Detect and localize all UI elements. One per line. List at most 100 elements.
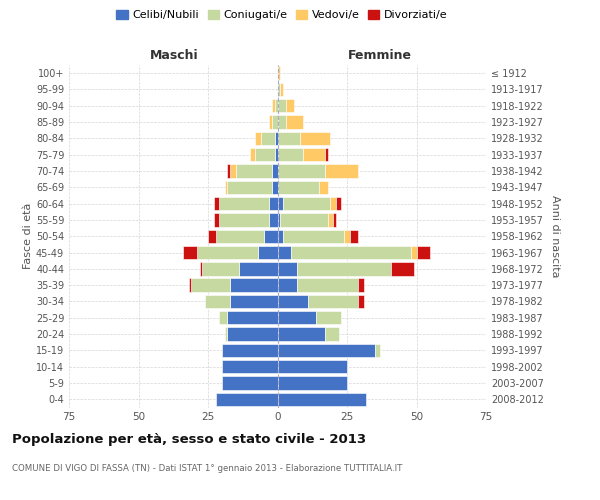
Bar	[319, 180, 328, 194]
Bar	[277, 164, 325, 177]
Bar	[191, 278, 230, 292]
Bar	[197, 246, 258, 259]
Bar	[277, 230, 283, 243]
Bar	[222, 344, 277, 357]
Bar	[277, 99, 286, 112]
Bar	[277, 262, 297, 276]
Bar	[283, 230, 344, 243]
Bar	[358, 295, 364, 308]
Bar	[275, 132, 277, 145]
Bar	[297, 262, 391, 276]
Bar	[300, 132, 331, 145]
Bar	[416, 246, 430, 259]
Bar	[269, 214, 277, 226]
Bar	[325, 164, 358, 177]
Bar	[205, 295, 230, 308]
Bar	[411, 246, 416, 259]
Bar	[261, 132, 275, 145]
Text: Maschi: Maschi	[151, 48, 199, 62]
Bar	[277, 214, 280, 226]
Bar	[316, 311, 341, 324]
Bar	[391, 262, 414, 276]
Bar	[325, 148, 328, 162]
Bar	[272, 99, 275, 112]
Bar	[239, 262, 277, 276]
Bar	[277, 132, 300, 145]
Bar	[255, 148, 275, 162]
Bar	[258, 246, 277, 259]
Bar	[188, 278, 191, 292]
Bar	[277, 246, 292, 259]
Bar	[230, 278, 277, 292]
Bar	[219, 214, 269, 226]
Bar	[230, 295, 277, 308]
Bar	[255, 132, 261, 145]
Text: Femmine: Femmine	[349, 48, 412, 62]
Bar	[227, 328, 277, 341]
Bar	[277, 278, 297, 292]
Bar	[375, 344, 380, 357]
Bar	[297, 278, 358, 292]
Bar	[214, 214, 219, 226]
Bar	[219, 311, 227, 324]
Bar	[214, 197, 219, 210]
Text: COMUNE DI VIGO DI FASSA (TN) - Dati ISTAT 1° gennaio 2013 - Elaborazione TUTTITA: COMUNE DI VIGO DI FASSA (TN) - Dati ISTA…	[12, 464, 403, 473]
Bar	[272, 180, 277, 194]
Y-axis label: Anni di nascita: Anni di nascita	[550, 195, 560, 278]
Bar	[350, 230, 358, 243]
Bar	[358, 278, 364, 292]
Y-axis label: Fasce di età: Fasce di età	[23, 203, 33, 270]
Bar	[202, 262, 239, 276]
Bar	[302, 148, 325, 162]
Bar	[331, 197, 336, 210]
Bar	[227, 180, 272, 194]
Bar	[275, 148, 277, 162]
Bar	[277, 376, 347, 390]
Bar	[292, 246, 411, 259]
Bar	[217, 230, 263, 243]
Bar	[269, 116, 272, 129]
Bar	[236, 164, 272, 177]
Bar	[277, 360, 347, 374]
Bar	[217, 392, 277, 406]
Bar	[286, 116, 302, 129]
Bar	[277, 328, 325, 341]
Bar	[200, 262, 202, 276]
Bar	[308, 295, 358, 308]
Bar	[283, 197, 331, 210]
Bar	[333, 214, 336, 226]
Bar	[272, 164, 277, 177]
Bar	[344, 230, 350, 243]
Bar	[280, 214, 328, 226]
Bar	[269, 197, 277, 210]
Bar	[227, 164, 230, 177]
Bar	[277, 180, 319, 194]
Bar	[263, 230, 277, 243]
Bar	[325, 328, 338, 341]
Bar	[277, 197, 283, 210]
Bar	[277, 344, 375, 357]
Bar	[224, 180, 227, 194]
Bar	[328, 214, 333, 226]
Bar	[286, 99, 294, 112]
Text: Popolazione per età, sesso e stato civile - 2013: Popolazione per età, sesso e stato civil…	[12, 432, 366, 446]
Bar	[230, 164, 236, 177]
Bar	[277, 66, 280, 80]
Legend: Celibi/Nubili, Coniugati/e, Vedovi/e, Divorziati/e: Celibi/Nubili, Coniugati/e, Vedovi/e, Di…	[112, 6, 452, 25]
Bar	[272, 116, 277, 129]
Bar	[224, 328, 227, 341]
Bar	[280, 83, 283, 96]
Bar	[277, 392, 367, 406]
Bar	[336, 197, 341, 210]
Bar	[277, 83, 280, 96]
Bar	[227, 311, 277, 324]
Bar	[250, 148, 255, 162]
Bar	[222, 376, 277, 390]
Bar	[277, 311, 316, 324]
Bar	[183, 246, 197, 259]
Bar	[277, 116, 286, 129]
Bar	[219, 197, 269, 210]
Bar	[277, 295, 308, 308]
Bar	[277, 148, 302, 162]
Bar	[222, 360, 277, 374]
